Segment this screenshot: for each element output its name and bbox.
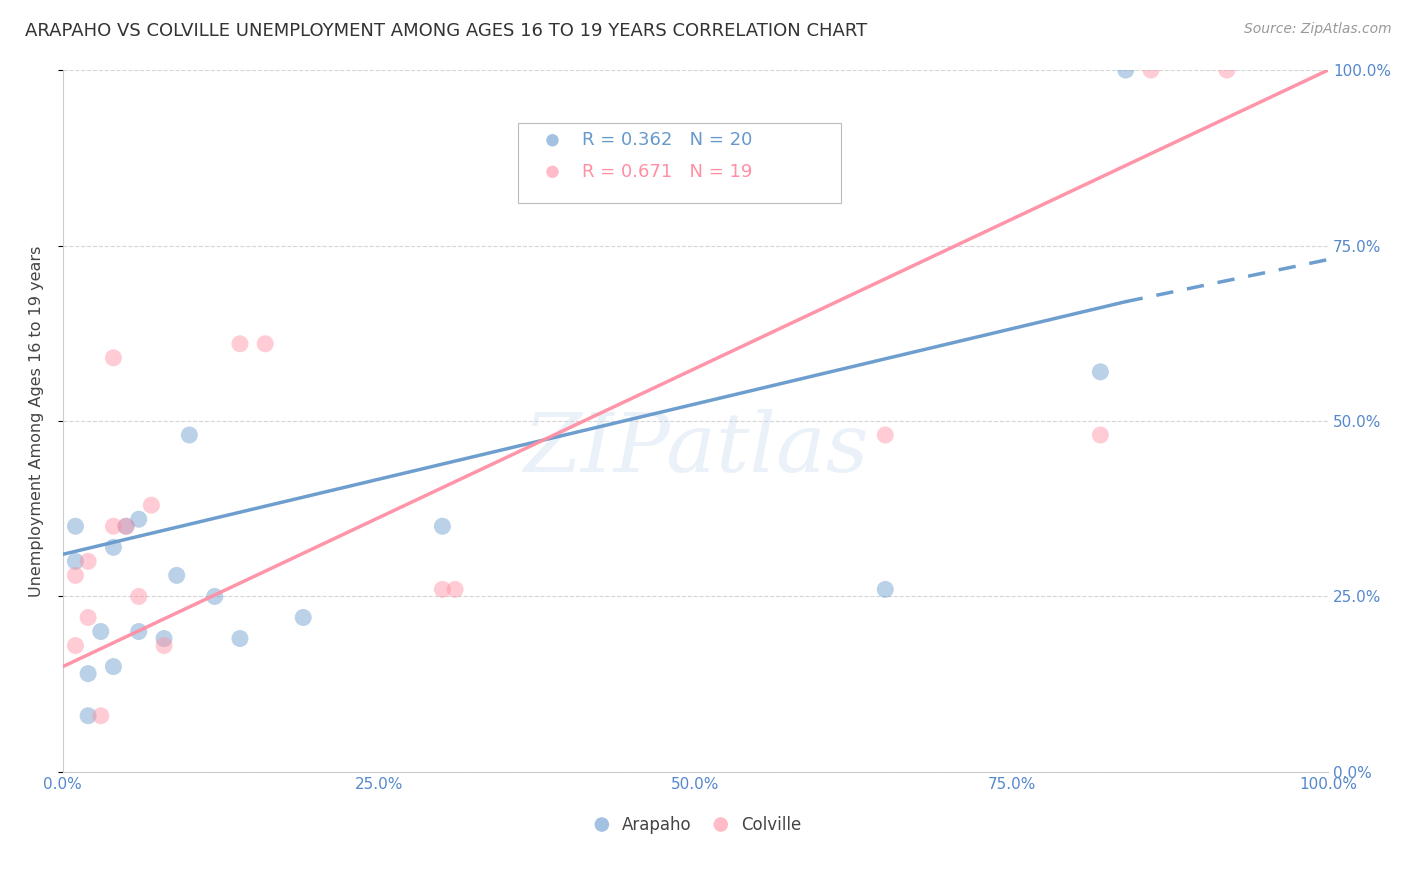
Point bbox=[432, 519, 454, 533]
Point bbox=[204, 590, 226, 604]
Point bbox=[115, 519, 138, 533]
Point bbox=[153, 632, 176, 646]
Point bbox=[141, 498, 163, 512]
Point bbox=[1216, 63, 1239, 78]
Point bbox=[591, 817, 613, 831]
Point bbox=[1115, 63, 1137, 78]
Point bbox=[65, 554, 87, 568]
Point bbox=[103, 519, 125, 533]
Point bbox=[229, 632, 252, 646]
Text: Colville: Colville bbox=[741, 815, 801, 833]
Point bbox=[541, 133, 564, 147]
Point bbox=[875, 582, 897, 597]
FancyBboxPatch shape bbox=[519, 123, 841, 203]
Point bbox=[292, 610, 315, 624]
Text: Arapaho: Arapaho bbox=[621, 815, 692, 833]
Point bbox=[128, 512, 150, 526]
Point bbox=[541, 165, 564, 179]
Point bbox=[1140, 63, 1163, 78]
Text: R = 0.671   N = 19: R = 0.671 N = 19 bbox=[582, 163, 752, 181]
Text: ARAPAHO VS COLVILLE UNEMPLOYMENT AMONG AGES 16 TO 19 YEARS CORRELATION CHART: ARAPAHO VS COLVILLE UNEMPLOYMENT AMONG A… bbox=[25, 22, 868, 40]
Point bbox=[875, 428, 897, 442]
Point bbox=[90, 624, 112, 639]
Point bbox=[77, 666, 100, 681]
Point bbox=[65, 568, 87, 582]
Text: R = 0.362   N = 20: R = 0.362 N = 20 bbox=[582, 131, 752, 149]
Point bbox=[128, 590, 150, 604]
Point bbox=[229, 336, 252, 351]
Point bbox=[65, 639, 87, 653]
Point bbox=[254, 336, 277, 351]
Point bbox=[153, 639, 176, 653]
Point bbox=[77, 554, 100, 568]
Point bbox=[1090, 428, 1112, 442]
Point bbox=[65, 519, 87, 533]
Point bbox=[1090, 365, 1112, 379]
Point bbox=[166, 568, 188, 582]
Text: ZIPatlas: ZIPatlas bbox=[523, 409, 869, 489]
Point bbox=[90, 708, 112, 723]
Point bbox=[432, 582, 454, 597]
Point bbox=[115, 519, 138, 533]
Point bbox=[103, 659, 125, 673]
Point bbox=[77, 708, 100, 723]
Y-axis label: Unemployment Among Ages 16 to 19 years: Unemployment Among Ages 16 to 19 years bbox=[30, 245, 44, 597]
Point bbox=[103, 541, 125, 555]
Point bbox=[128, 624, 150, 639]
Point bbox=[77, 610, 100, 624]
Point bbox=[444, 582, 467, 597]
Point bbox=[179, 428, 201, 442]
Point bbox=[710, 817, 733, 831]
Point bbox=[103, 351, 125, 365]
Text: Source: ZipAtlas.com: Source: ZipAtlas.com bbox=[1244, 22, 1392, 37]
